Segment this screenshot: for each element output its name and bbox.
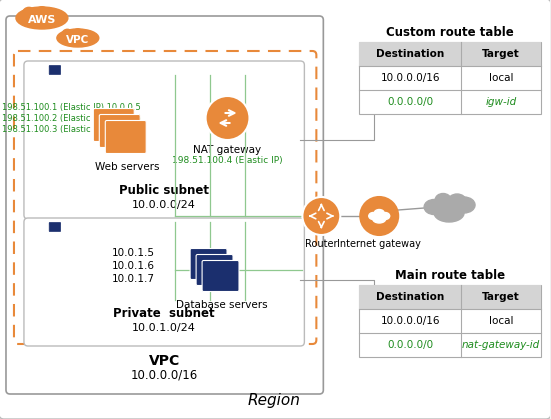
Text: igw-id: igw-id xyxy=(485,97,517,107)
Text: NAT gateway: NAT gateway xyxy=(193,145,262,155)
Ellipse shape xyxy=(381,212,390,220)
Text: local: local xyxy=(489,316,513,326)
FancyBboxPatch shape xyxy=(105,121,146,153)
Text: 10.0.1.7: 10.0.1.7 xyxy=(112,274,155,284)
Text: Internet gateway: Internet gateway xyxy=(337,239,421,249)
FancyBboxPatch shape xyxy=(14,51,316,344)
Circle shape xyxy=(206,96,250,140)
Ellipse shape xyxy=(50,9,60,18)
Ellipse shape xyxy=(434,204,464,222)
FancyBboxPatch shape xyxy=(24,218,304,346)
Text: 198.51.100.1 (Elastic IP) 10.0.0.5: 198.51.100.1 (Elastic IP) 10.0.0.5 xyxy=(2,103,141,112)
Ellipse shape xyxy=(57,29,99,47)
Text: Main route table: Main route table xyxy=(395,269,505,282)
Text: 0.0.0.0/0: 0.0.0.0/0 xyxy=(387,340,433,350)
FancyBboxPatch shape xyxy=(190,248,227,279)
Text: Target: Target xyxy=(482,49,520,59)
Text: local: local xyxy=(489,73,513,83)
Text: Web servers: Web servers xyxy=(95,162,160,172)
Text: Private  subnet: Private subnet xyxy=(113,307,214,320)
Text: VPC: VPC xyxy=(149,354,180,368)
Text: Target: Target xyxy=(482,292,520,302)
FancyBboxPatch shape xyxy=(196,254,233,285)
Ellipse shape xyxy=(36,7,47,16)
FancyBboxPatch shape xyxy=(24,61,304,219)
FancyBboxPatch shape xyxy=(49,222,61,232)
FancyBboxPatch shape xyxy=(93,109,134,142)
Text: 10.0.0.0/24: 10.0.0.0/24 xyxy=(132,200,196,210)
FancyBboxPatch shape xyxy=(49,65,61,75)
FancyBboxPatch shape xyxy=(202,261,239,292)
Text: 198.51.100.3 (Elastic IP) 10.0.0.7: 198.51.100.3 (Elastic IP) 10.0.0.7 xyxy=(2,125,141,134)
Text: VPC: VPC xyxy=(66,35,89,45)
Ellipse shape xyxy=(374,210,384,217)
Text: Availability Zone A: Availability Zone A xyxy=(116,327,213,337)
Ellipse shape xyxy=(23,8,35,18)
Text: Public subnet: Public subnet xyxy=(118,184,209,197)
Circle shape xyxy=(360,197,398,235)
FancyBboxPatch shape xyxy=(99,114,140,147)
Text: Destination: Destination xyxy=(376,49,444,59)
Ellipse shape xyxy=(62,29,72,38)
Text: nat-gateway-id: nat-gateway-id xyxy=(462,340,540,350)
Text: AWS: AWS xyxy=(28,15,56,25)
Ellipse shape xyxy=(16,7,68,29)
Text: Region: Region xyxy=(248,393,301,408)
Ellipse shape xyxy=(448,194,466,208)
Text: 10.0.1.0/24: 10.0.1.0/24 xyxy=(132,323,196,333)
Text: Database servers: Database servers xyxy=(176,300,267,310)
Text: 10.0.0.0/16: 10.0.0.0/16 xyxy=(380,73,440,83)
Text: 10.0.0.0/16: 10.0.0.0/16 xyxy=(380,316,440,326)
Bar xyxy=(359,42,541,66)
Bar xyxy=(359,42,541,114)
FancyBboxPatch shape xyxy=(6,16,323,394)
Text: 198.51.100.2 (Elastic IP) 10.0.0.6: 198.51.100.2 (Elastic IP) 10.0.0.6 xyxy=(2,114,141,123)
Text: Destination: Destination xyxy=(376,292,444,302)
Ellipse shape xyxy=(453,197,475,213)
Text: 198.51.100.4 (Elastic IP): 198.51.100.4 (Elastic IP) xyxy=(172,156,283,165)
Text: 10.0.0.0/16: 10.0.0.0/16 xyxy=(131,368,198,381)
Ellipse shape xyxy=(369,212,378,220)
Ellipse shape xyxy=(435,194,451,207)
Text: 10.0.1.5: 10.0.1.5 xyxy=(112,248,155,258)
Ellipse shape xyxy=(372,215,386,223)
Circle shape xyxy=(302,197,341,235)
Ellipse shape xyxy=(73,29,82,36)
Text: Router: Router xyxy=(305,239,338,249)
Ellipse shape xyxy=(424,199,444,215)
Text: Custom route table: Custom route table xyxy=(386,26,514,39)
Ellipse shape xyxy=(84,31,93,38)
Bar xyxy=(359,285,541,357)
Text: 10.0.1.6: 10.0.1.6 xyxy=(112,261,155,271)
Text: 0.0.0.0/0: 0.0.0.0/0 xyxy=(387,97,433,107)
Bar xyxy=(359,285,541,309)
